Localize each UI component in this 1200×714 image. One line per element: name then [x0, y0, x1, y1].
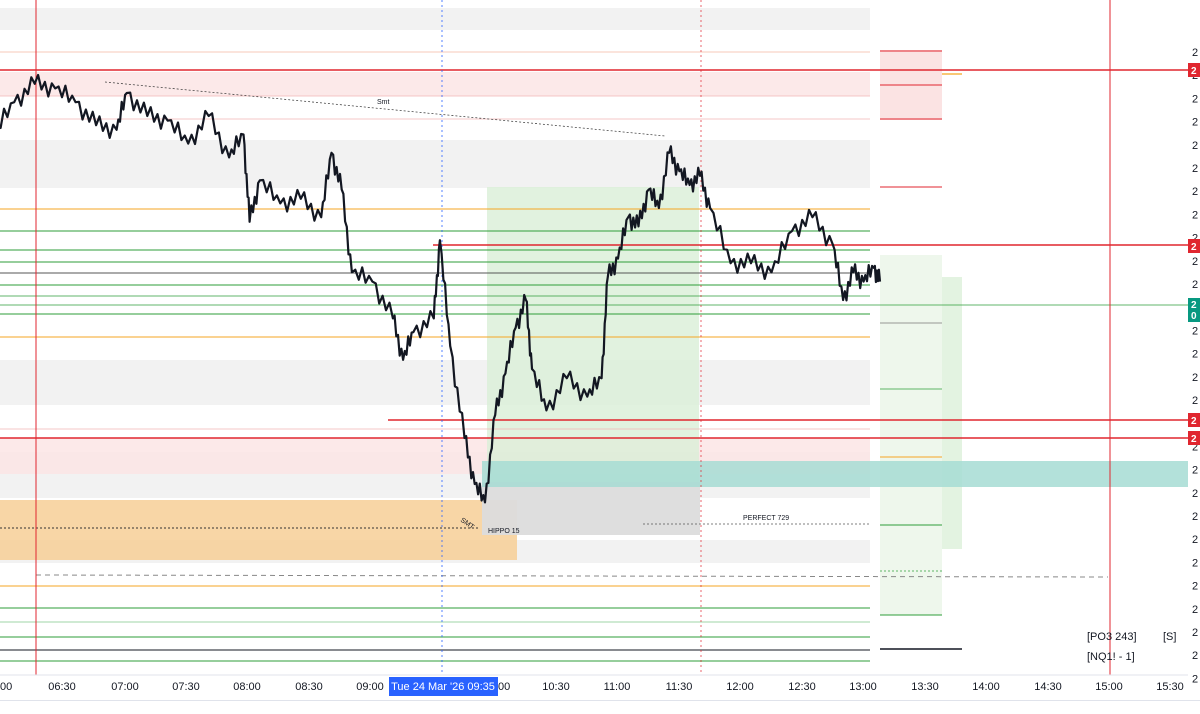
gray-zone: [482, 482, 700, 535]
price-tick: 2: [1192, 349, 1198, 361]
price-tick: 2: [1192, 650, 1198, 662]
price-tick: 2: [1192, 325, 1198, 337]
price-tick: 2: [1192, 372, 1198, 384]
crosshair-time-label: Tue 24 Mar '26 09:35: [391, 681, 495, 693]
chart-vertical-lines: [35, 0, 1111, 675]
price-tick: 2: [1192, 465, 1198, 477]
price-tick: 2: [1192, 279, 1198, 291]
indicator-flag: [S]: [1163, 631, 1176, 643]
orange-zone: [0, 500, 517, 560]
current-price-line1: 2: [1191, 300, 1197, 311]
time-tick: 06:30: [48, 681, 76, 693]
time-tick: 07:00: [111, 681, 139, 693]
time-tick: 15:00: [1095, 681, 1123, 693]
time-tick: 10:30: [542, 681, 570, 693]
price-tick: 2: [1192, 441, 1198, 453]
smt-label-top: Smt: [377, 99, 390, 106]
green-zone: [487, 187, 699, 485]
time-tick: 07:30: [172, 681, 200, 693]
price-tag-bg-3: [1188, 431, 1200, 445]
price-tick: 2: [1192, 186, 1198, 198]
gray-band-0: [0, 8, 870, 30]
time-tick: 12:00: [726, 681, 754, 693]
indicator-label: [PO3 243]: [1087, 631, 1137, 643]
price-tick: 2: [1192, 604, 1198, 616]
crosshair-time-label-bg: [389, 677, 498, 696]
price-tick: 2: [1192, 534, 1198, 546]
info-panel: [PO3 243] [S] [NQ1! - 1]: [1087, 631, 1176, 663]
price-tick: 2: [1192, 395, 1198, 407]
dashed-level: [35, 574, 1109, 578]
bottom-toolbar: [0, 700, 1200, 710]
gray-band-1: [0, 140, 870, 188]
price-tick: 2: [1192, 140, 1198, 152]
time-tick: 14:30: [1034, 681, 1062, 693]
time-tick: 09:00: [356, 681, 384, 693]
price-tick: 2: [1192, 581, 1198, 593]
time-tick: 15:30: [1156, 681, 1184, 693]
price-tick: 2: [1192, 209, 1198, 221]
price-tick: 2: [1192, 557, 1198, 569]
time-tick-partial: 00: [0, 681, 12, 693]
price-axis-bg: [1188, 0, 1200, 680]
chart-zones: [0, 187, 1188, 615]
price-tick: 2: [1192, 627, 1198, 639]
time-axis[interactable]: 06:30 07:00 07:30 08:00 08:30 09:00 10:30 11:00…: [0, 674, 1188, 696]
price-axis[interactable]: 2222222222222222222222222222222220: [1188, 0, 1200, 685]
chart-level-lines: [0, 50, 1188, 662]
price-tick: 2: [1192, 117, 1198, 129]
gray-band-2: [0, 360, 870, 405]
current-price-line2: 0: [1191, 311, 1197, 322]
pink-band-0: [0, 72, 870, 96]
time-tick: 13:30: [911, 681, 939, 693]
price-tag: 2: [1191, 242, 1197, 253]
hippo-label: HIPPO 15: [488, 528, 520, 535]
perfect-label: PERFECT 729: [743, 515, 789, 522]
time-tick: 14:00: [972, 681, 1000, 693]
green-zone-right-2: [942, 277, 962, 549]
time-tick: 08:30: [295, 681, 323, 693]
price-tick: 2: [1192, 256, 1198, 268]
time-tick: 12:30: [788, 681, 816, 693]
green-zone-right: [880, 255, 942, 615]
price-tick: 2: [1192, 233, 1198, 245]
time-tick: 11:30: [666, 681, 693, 693]
time-tick: 11:00: [604, 681, 631, 693]
price-tick: 2: [1192, 47, 1198, 59]
price-tick: 2: [1192, 511, 1198, 523]
price-tag-bg-2: [1188, 413, 1200, 427]
time-tick: 13:00: [849, 681, 877, 693]
price-tick: 2: [1192, 163, 1198, 175]
price-series: [0, 73, 882, 504]
price-tag: 2: [1191, 434, 1197, 445]
price-tag-bg-0: [1188, 63, 1200, 77]
current-price-tag-bg: [1188, 298, 1200, 322]
price-tag: 2: [1191, 416, 1197, 427]
time-tick: 08:00: [233, 681, 261, 693]
price-tick: 2: [1192, 488, 1198, 500]
price-tag-bg-1: [1188, 239, 1200, 253]
price-tick: 2: [1192, 673, 1198, 685]
price-tick: 2: [1192, 93, 1198, 105]
symbol-label: [NQ1! - 1]: [1087, 651, 1135, 663]
price-tag: 2: [1191, 66, 1197, 77]
price-line: [0, 73, 882, 504]
smt-line: [104, 81, 666, 137]
time-tick-partial: 00: [498, 681, 510, 693]
teal-zone: [482, 461, 1188, 487]
